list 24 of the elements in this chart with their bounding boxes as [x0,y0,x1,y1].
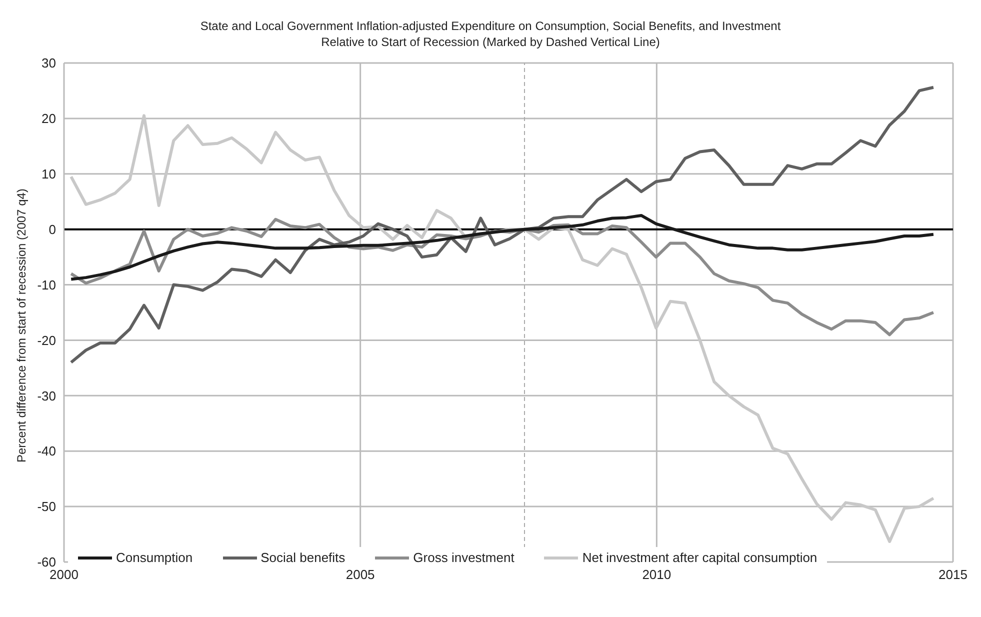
line-series [70,86,935,364]
legend-label: Net investment after capital consumption [582,550,818,565]
y-tick-label: 30 [42,56,56,71]
line-series [70,114,935,543]
line-series [70,214,935,281]
y-tick-label: -40 [37,444,56,459]
x-tick-label: 2005 [346,567,375,582]
legend-label: Consumption [116,550,193,565]
y-tick-label: -20 [37,332,56,348]
chart-subtitle: Relative to Start of Recession (Marked by Dashed Vertical Line) [320,34,661,50]
x-tick-label: 2015 [938,567,968,582]
legend-label: Social benefits [260,550,346,565]
y-axis-title: Percent difference from start of recession (2007 q4) [14,188,28,462]
y-tick-label: -60 [37,554,56,570]
x-tick-label: 2010 [642,567,672,582]
y-tick-label: -10 [37,277,56,292]
y-tick-label: 20 [42,111,56,126]
y-tick-label: -50 [37,499,56,514]
y-tick-label: 10 [42,166,56,182]
y-tick-label: -30 [37,388,56,404]
legend-label: Gross investment [413,550,514,565]
y-tick-label: 0 [48,222,56,237]
x-tick-label: 2000 [50,567,78,582]
chart-title: State and Local Government Inflation-adjusted Expenditure on Consumption, Social Benefits, and Investment [199,18,782,34]
